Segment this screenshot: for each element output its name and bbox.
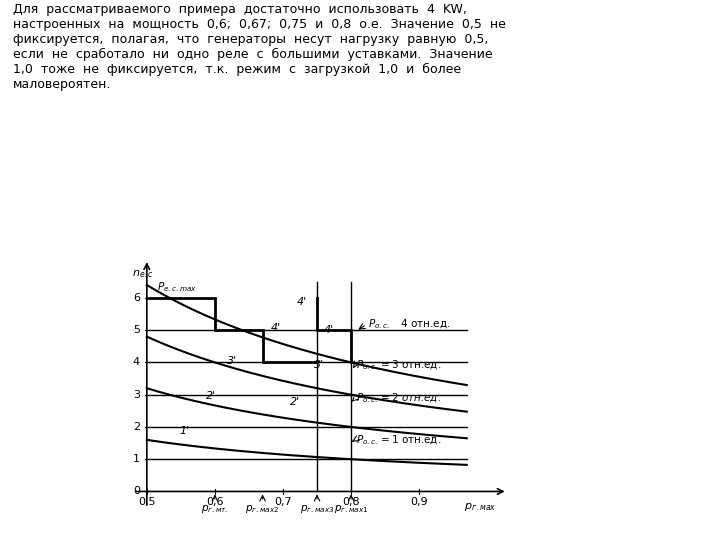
Text: 1: 1 — [133, 454, 140, 464]
Text: $P_{e.c.max}$: $P_{e.c.max}$ — [157, 280, 197, 294]
Text: $p_{г.мах}$: $p_{г.мах}$ — [464, 501, 497, 513]
Text: 4': 4' — [271, 323, 282, 333]
Text: 4: 4 — [133, 357, 140, 367]
Text: 4': 4' — [324, 325, 334, 335]
Text: 0,9: 0,9 — [410, 497, 428, 507]
Text: 0,6: 0,6 — [206, 497, 224, 507]
Text: Для  рассматриваемого  примера  достаточно  использовать  4  KW,
настроенных  на: Для рассматриваемого примера достаточно … — [13, 3, 506, 91]
Text: 0,8: 0,8 — [342, 497, 360, 507]
Text: 2: 2 — [133, 422, 140, 432]
Text: $p_{г.мах3}$: $p_{г.мах3}$ — [300, 503, 334, 515]
Text: 4': 4' — [297, 297, 307, 307]
Text: 6: 6 — [133, 293, 140, 303]
Text: $n_{e.c}$: $n_{e.c}$ — [132, 268, 154, 280]
Text: 3': 3' — [227, 356, 237, 366]
Text: 1': 1' — [179, 426, 189, 436]
Text: 5: 5 — [133, 325, 140, 335]
Text: 0: 0 — [133, 487, 140, 496]
Text: 3': 3' — [314, 361, 324, 370]
Text: 3: 3 — [133, 390, 140, 400]
Text: $P_{o.c.} = 2$ отн.ед.: $P_{o.c.} = 2$ отн.ед. — [356, 392, 441, 406]
Text: $P_{o.c.} = 3$ отн.ед.: $P_{o.c.} = 3$ отн.ед. — [356, 358, 442, 372]
Text: $P_{o.c.}$   4 отн.ед.: $P_{o.c.}$ 4 отн.ед. — [368, 318, 451, 331]
Text: $p_{г.мах1}$: $p_{г.мах1}$ — [334, 503, 368, 515]
Text: $P_{o.c.} = 1$ отн.ед.: $P_{o.c.} = 1$ отн.ед. — [356, 433, 442, 447]
Text: 0,5: 0,5 — [138, 497, 156, 507]
Text: 2': 2' — [290, 396, 300, 407]
Text: 2': 2' — [207, 391, 217, 401]
Text: 0,7: 0,7 — [274, 497, 292, 507]
Text: $p_{г.мт.}$: $p_{г.мт.}$ — [201, 503, 228, 515]
Text: $p_{г.мах2}$: $p_{г.мах2}$ — [246, 503, 279, 515]
